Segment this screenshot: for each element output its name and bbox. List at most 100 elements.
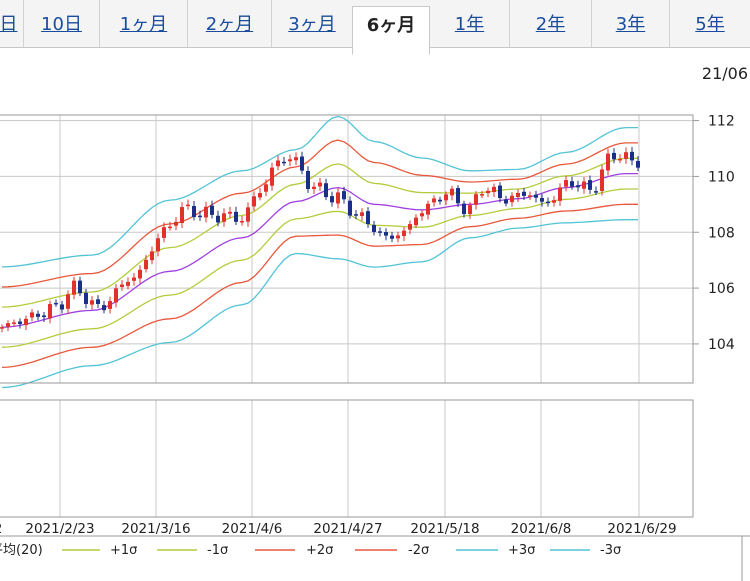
candle-down [522, 191, 526, 196]
candle-up [12, 322, 16, 324]
candle-down [102, 305, 106, 311]
tab-1-month[interactable]: 1ヶ月 [100, 0, 188, 47]
candle-down [594, 191, 598, 193]
plus-1-sigma-line [1, 157, 638, 308]
candle-down [84, 292, 88, 304]
candle-down [504, 199, 508, 204]
minus-2-sigma-line [1, 203, 638, 369]
candle-down [42, 315, 46, 318]
candle-down [306, 170, 310, 190]
tab-10-days[interactable]: 10日 [24, 0, 100, 47]
x-tick-label: 2021/6/29 [607, 521, 676, 537]
legend-label: +1σ [110, 543, 137, 558]
tab-5-years[interactable]: 5年 [695, 14, 725, 35]
x-tick-label: 2021/4/27 [313, 521, 382, 537]
candle-down [570, 181, 574, 187]
bollinger-bands [1, 115, 638, 389]
candle-down [438, 199, 442, 202]
candle-down [60, 304, 64, 310]
candle-up [174, 221, 178, 226]
candle-down [192, 205, 196, 218]
candle-down [576, 185, 580, 188]
candle-up [492, 186, 496, 192]
candle-up [402, 230, 406, 237]
candle-up [120, 284, 124, 287]
candle-up [168, 226, 172, 229]
candle-down [96, 299, 100, 304]
legend-label: +2σ [306, 543, 333, 558]
candle-up [6, 323, 10, 327]
candle-up [180, 207, 184, 224]
candle-up [420, 213, 424, 217]
legend: 平均(20) +1σ -1σ +2σ -2σ +3σ -3σ [0, 535, 750, 581]
period-tab-bar: 日 10日 1ヶ月 2ヶ月 3ヶ月 6ヶ月 1年 2年 3年 5年 [0, 0, 750, 55]
candle-up [132, 277, 136, 281]
tab-2-months[interactable]: 2ヶ月 [188, 0, 272, 47]
candle-up [204, 206, 208, 218]
candle-up [510, 195, 514, 203]
x-tick-label: 2021/3/16 [121, 521, 190, 537]
plus-3-sigma-line [1, 115, 638, 268]
candle-up [264, 184, 268, 192]
minus-3-sigma-line [1, 219, 638, 389]
candle-up [552, 200, 556, 203]
candle-down [498, 185, 502, 199]
candle-up [432, 198, 436, 203]
x-tick-label: 2021/2/23 [25, 521, 94, 537]
candle-up [150, 251, 154, 261]
candle-down [300, 156, 304, 171]
candle-down [348, 200, 352, 216]
candle-up [624, 152, 628, 159]
candle-up [606, 153, 610, 171]
candle-up [24, 318, 28, 326]
candle-up [222, 213, 226, 222]
tab-6-months[interactable]: 6ヶ月 [352, 6, 430, 55]
candle-down [588, 180, 592, 190]
tab-day[interactable]: 日 [0, 0, 24, 47]
legend-label: +3σ [508, 543, 535, 558]
candle-up [414, 217, 418, 226]
candle-up [312, 186, 316, 190]
candle-up [240, 221, 244, 223]
candle-down [330, 196, 334, 203]
candle-up [294, 157, 298, 161]
legend-label: -1σ [207, 543, 228, 558]
candle-up [72, 280, 76, 295]
candle-down [462, 203, 466, 215]
x-tick-label: 2 [0, 521, 2, 537]
candle-up [90, 300, 94, 305]
candle-up [258, 193, 262, 198]
candle-down [282, 161, 286, 164]
candle-up [270, 167, 274, 186]
candles [0, 146, 640, 333]
candle-up [558, 187, 562, 201]
tab-3-months[interactable]: 3ヶ月 [288, 14, 336, 35]
candle-up [156, 238, 160, 252]
candle-down [342, 191, 346, 200]
candle-up [66, 294, 70, 309]
candle-up [468, 205, 472, 215]
tab-1-year[interactable]: 1年 [430, 0, 510, 47]
candle-up [144, 259, 148, 270]
candle-down [324, 183, 328, 198]
candle-up [564, 180, 568, 187]
candle-down [612, 152, 616, 160]
candle-up [114, 288, 118, 303]
date-stamp: 21/06 [702, 64, 748, 83]
candle-up [186, 204, 190, 207]
tab-3-years[interactable]: 3年 [592, 0, 670, 47]
candle-up [252, 196, 256, 207]
candle-up [48, 304, 52, 319]
x-axis-ticks: 2 2021/2/23 2021/3/16 2021/4/6 2021/4/27 2021… [0, 521, 677, 537]
tab-2-years[interactable]: 2年 [510, 0, 592, 47]
candle-up [228, 211, 232, 214]
candle-up [138, 269, 142, 279]
y-tick-label: 104 [708, 337, 735, 353]
candle-down [54, 302, 58, 305]
candle-down [234, 211, 238, 222]
y-tick-label: 108 [708, 225, 735, 241]
sma-20-line [1, 172, 638, 328]
candle-up [480, 194, 484, 196]
candle-down [540, 198, 544, 202]
minus-1-sigma-line [1, 188, 638, 348]
